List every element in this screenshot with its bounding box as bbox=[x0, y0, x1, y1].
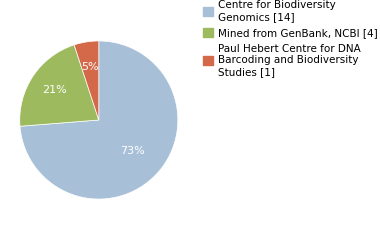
Wedge shape bbox=[20, 41, 178, 199]
Text: 73%: 73% bbox=[120, 146, 145, 156]
Legend: Centre for Biodiversity
Genomics [14], Mined from GenBank, NCBI [4], Paul Hebert: Centre for Biodiversity Genomics [14], M… bbox=[203, 0, 378, 77]
Text: 21%: 21% bbox=[42, 85, 66, 95]
Text: 5%: 5% bbox=[81, 62, 99, 72]
Wedge shape bbox=[20, 45, 99, 126]
Wedge shape bbox=[74, 41, 99, 120]
